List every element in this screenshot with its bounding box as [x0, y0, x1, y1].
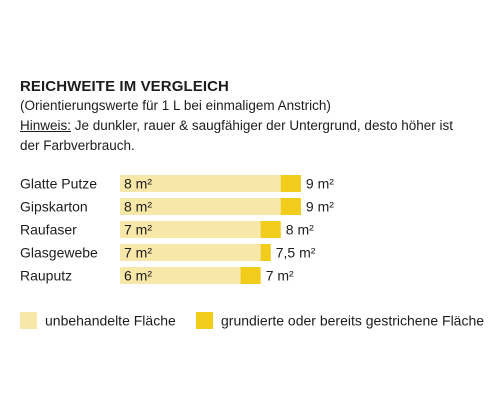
legend-label-untreated: unbehandelte Fläche [45, 313, 176, 329]
value-label-primed-gipskarton: 9 m² [306, 199, 334, 215]
legend-swatch-untreated [20, 312, 37, 329]
legend-label-primed: grundierte oder bereits gestrichene Fläc… [221, 313, 484, 329]
value-label-primed-rauputz: 7 m² [266, 268, 294, 284]
value-label-untreated-rauputz: 6 m² [124, 268, 152, 284]
category-label-glasgewebe: Glasgewebe [20, 245, 98, 261]
category-label-gipskarton: Gipskarton [20, 199, 88, 215]
value-label-untreated-glasgewebe: 7 m² [124, 245, 152, 261]
chart-title: REICHWEITE IM VERGLEICH [20, 78, 229, 95]
legend-swatch-primed [196, 312, 213, 329]
category-label-rauputz: Rauputz [20, 268, 72, 284]
chart-note-continued: der Farbverbrauch. [20, 138, 135, 153]
note-label: Hinweis: [20, 118, 72, 133]
value-label-primed-raufaser: 8 m² [286, 222, 314, 238]
value-label-primed-glatte-putze: 9 m² [306, 176, 334, 192]
bar-untreated-glasgewebe [120, 244, 261, 261]
bar-untreated-gipskarton [120, 198, 281, 215]
value-label-primed-glasgewebe: 7,5 m² [276, 245, 316, 261]
value-label-untreated-glatte-putze: 8 m² [124, 176, 152, 192]
value-label-untreated-raufaser: 7 m² [124, 222, 152, 238]
bar-untreated-rauputz [120, 267, 241, 284]
bar-untreated-raufaser [120, 221, 261, 238]
bar-untreated-glatte-putze [120, 175, 281, 192]
chart-note: Hinweis: Je dunkler, rauer & saugfähiger… [20, 118, 453, 133]
category-label-glatte-putze: Glatte Putze [20, 176, 97, 192]
chart-subtitle: (Orientierungswerte für 1 L bei einmalig… [20, 98, 331, 113]
note-text: Je dunkler, rauer & saugfähiger der Unte… [71, 118, 453, 133]
category-label-raufaser: Raufaser [20, 222, 77, 238]
value-label-untreated-gipskarton: 8 m² [124, 199, 152, 215]
